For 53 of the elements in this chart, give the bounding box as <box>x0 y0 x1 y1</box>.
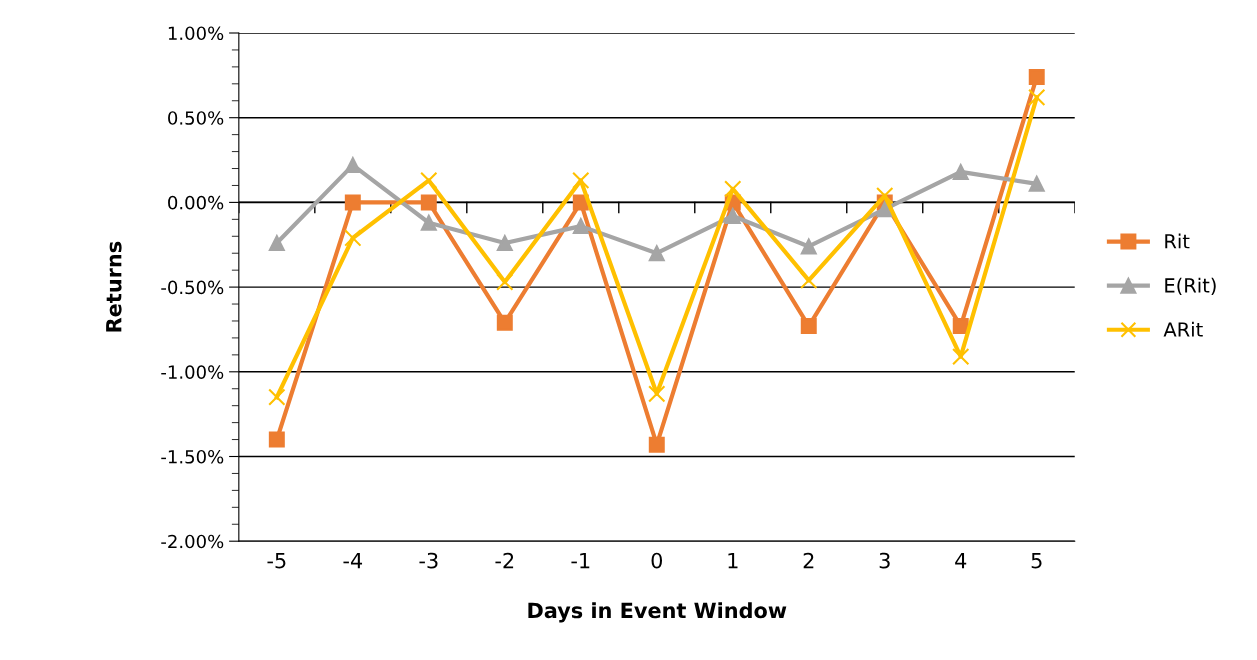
point <box>876 201 893 218</box>
point <box>420 194 437 211</box>
point <box>952 347 970 366</box>
x-tick-label: -1 <box>571 552 590 569</box>
x-tick-label: -3 <box>419 552 438 569</box>
legend-label: E(Rit) <box>1165 277 1216 296</box>
point <box>876 186 894 205</box>
point <box>648 436 665 453</box>
point <box>268 388 286 406</box>
point <box>1028 69 1045 86</box>
x-tick-label: -5 <box>267 552 286 569</box>
y-tick-label: -0.50% <box>161 280 224 295</box>
point <box>268 235 285 252</box>
point <box>800 271 818 289</box>
y-axis-title: Returns <box>106 241 122 332</box>
point <box>496 235 513 252</box>
point <box>648 385 666 403</box>
point <box>952 163 969 180</box>
point <box>496 273 514 291</box>
point <box>572 171 590 190</box>
x-tick-label: 3 <box>879 552 890 569</box>
y-tick-label: -1.50% <box>161 449 224 464</box>
point <box>496 314 513 331</box>
point <box>268 431 285 448</box>
x-tick-label: -2 <box>495 552 514 569</box>
point <box>572 218 589 235</box>
x-tick-label: 0 <box>651 552 663 569</box>
x-tick-label: 4 <box>955 552 967 569</box>
point <box>648 245 665 262</box>
point <box>420 171 438 190</box>
x-tick-label: 5 <box>1031 552 1042 569</box>
y-tick-label: -2.00% <box>161 534 224 549</box>
point <box>344 157 361 174</box>
point <box>1028 88 1046 107</box>
point <box>344 194 361 211</box>
y-tick-label: 1.00% <box>168 26 224 41</box>
point <box>420 214 437 231</box>
y-tick-label: 0.00% <box>168 195 224 210</box>
point <box>344 229 362 247</box>
legend-label: Rit <box>1165 233 1190 249</box>
x-tick-label: -4 <box>343 552 363 569</box>
point <box>952 318 969 335</box>
point <box>724 207 741 224</box>
y-tick-label: -1.00% <box>161 365 224 379</box>
y-tick-label: 0.50% <box>168 111 224 125</box>
point <box>800 238 817 255</box>
x-tick-label: 2 <box>803 552 814 569</box>
point <box>724 180 742 198</box>
point <box>800 318 817 335</box>
x-tick-label: 1 <box>728 552 738 569</box>
x-axis-title: Days in Event Window <box>528 602 787 623</box>
legend-label: ARit <box>1163 321 1203 337</box>
point <box>1028 175 1045 192</box>
